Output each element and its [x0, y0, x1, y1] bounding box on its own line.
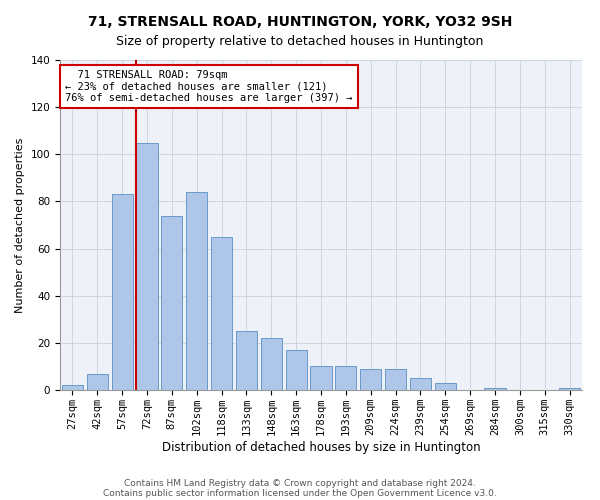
- Bar: [62, 386, 83, 390]
- Bar: [211, 237, 232, 390]
- Text: 71, STRENSALL ROAD, HUNTINGTON, YORK, YO32 9SH: 71, STRENSALL ROAD, HUNTINGTON, YORK, YO…: [88, 15, 512, 29]
- Text: 71 STRENSALL ROAD: 79sqm
← 23% of detached houses are smaller (121)
76% of semi-: 71 STRENSALL ROAD: 79sqm ← 23% of detach…: [65, 70, 353, 103]
- Bar: [435, 383, 456, 390]
- Text: Size of property relative to detached houses in Huntington: Size of property relative to detached ho…: [116, 35, 484, 48]
- Bar: [236, 331, 257, 390]
- Bar: [559, 388, 580, 390]
- Bar: [385, 369, 406, 390]
- Text: Contains HM Land Registry data © Crown copyright and database right 2024.: Contains HM Land Registry data © Crown c…: [124, 478, 476, 488]
- Bar: [161, 216, 182, 390]
- Bar: [410, 378, 431, 390]
- Bar: [87, 374, 108, 390]
- X-axis label: Distribution of detached houses by size in Huntington: Distribution of detached houses by size …: [161, 440, 481, 454]
- Bar: [310, 366, 332, 390]
- Bar: [360, 369, 381, 390]
- Bar: [136, 142, 158, 390]
- Bar: [112, 194, 133, 390]
- Bar: [261, 338, 282, 390]
- Bar: [484, 388, 506, 390]
- Bar: [186, 192, 207, 390]
- Bar: [286, 350, 307, 390]
- Bar: [335, 366, 356, 390]
- Y-axis label: Number of detached properties: Number of detached properties: [15, 138, 25, 312]
- Text: Contains public sector information licensed under the Open Government Licence v3: Contains public sector information licen…: [103, 488, 497, 498]
